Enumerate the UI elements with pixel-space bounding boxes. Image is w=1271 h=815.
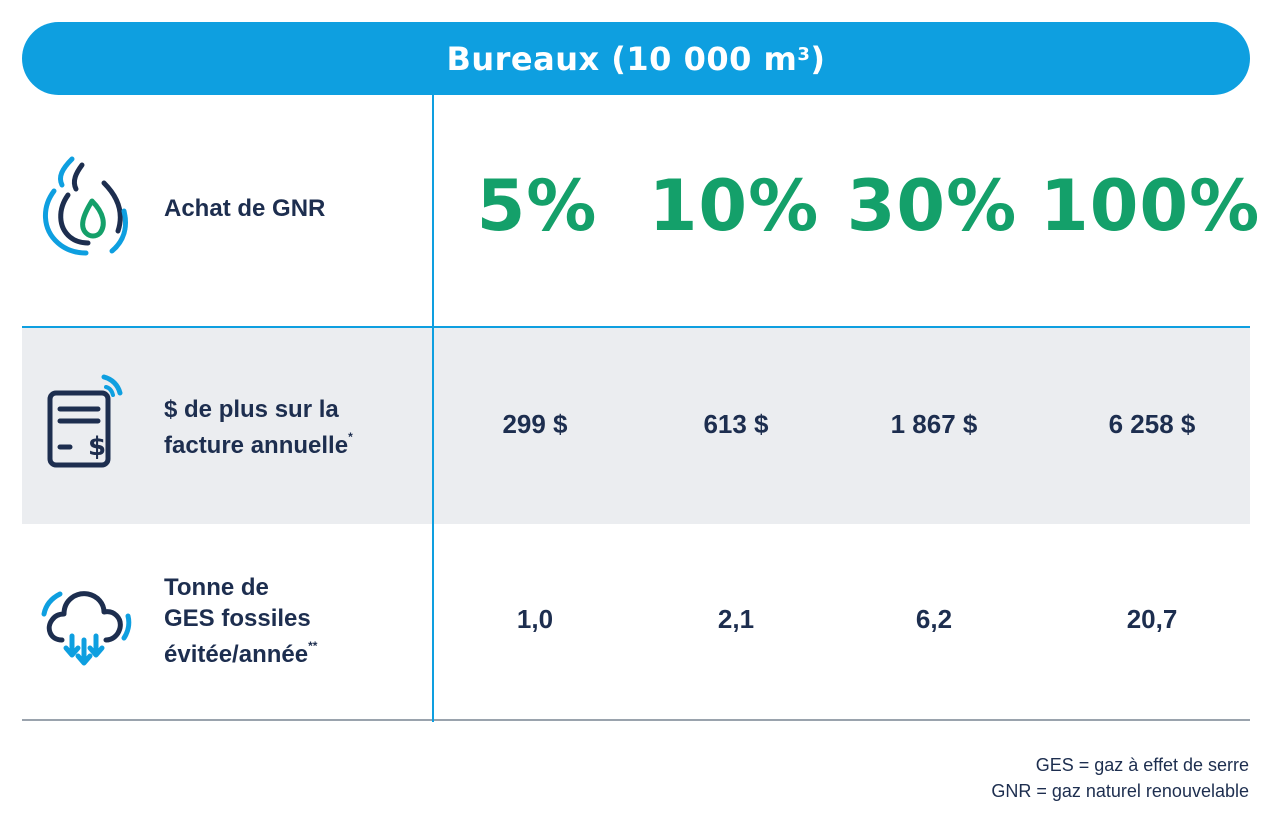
- value-cell: 2,1: [717, 604, 755, 634]
- pct-cell: 5%: [476, 165, 598, 247]
- table-bottom-rule: [22, 719, 1250, 721]
- row-label-bill-line2: facture annuelle: [164, 432, 349, 459]
- svg-text:$: $: [88, 432, 106, 462]
- title-suffix: ): [810, 39, 826, 78]
- value-cell: 6,2: [915, 604, 953, 634]
- pct-cell: 100%: [1040, 165, 1261, 247]
- value-cell: 20,7: [1126, 604, 1178, 634]
- column-divider: [432, 95, 434, 722]
- row-label-bill: $ de plus sur la facture annuelle*: [164, 394, 353, 461]
- legend-line-gnr: GNR = gaz naturel renouvelable: [991, 781, 1249, 801]
- row-label-bill-line1: $ de plus sur la: [164, 396, 339, 423]
- pct-cell: 30%: [846, 165, 1018, 247]
- row-label-ghg-line3: évitée/année: [164, 641, 309, 668]
- legend-line-ges: GES = gaz à effet de serre: [1035, 755, 1249, 775]
- row-label-gnr-line1: Achat de GNR: [164, 195, 326, 222]
- row-label-ghg: Tonne de GES fossiles évitée/année**: [164, 572, 317, 670]
- value-cell: 6 258 $: [1108, 409, 1196, 439]
- row-gnr-purchase: Achat de GNR 5% 10% 30% 100%: [22, 95, 1259, 327]
- comparison-table: Achat de GNR 5% 10% 30% 100% $ $ de plus…: [22, 95, 1259, 722]
- row-label-ghg-line2: GES fossiles: [164, 605, 311, 632]
- gas-flame-icon: [43, 156, 128, 256]
- value-cell: 299 $: [502, 409, 568, 439]
- row-annual-bill: $ $ de plus sur la facture annuelle* 299…: [22, 327, 1250, 524]
- value-cell: 1 867 $: [890, 409, 978, 439]
- pct-cell: 10%: [648, 165, 820, 247]
- row-ghg-avoided: Tonne de GES fossiles évitée/année** 1,0…: [22, 524, 1250, 720]
- footnote-mark: *: [348, 430, 353, 444]
- invoice-dollar-icon: $: [47, 374, 123, 468]
- cloud-download-icon: [41, 591, 132, 666]
- title-superscript: 3: [797, 44, 811, 65]
- legend: GES = gaz à effet de serre GNR = gaz nat…: [991, 752, 1249, 804]
- footnote-mark: **: [308, 639, 318, 653]
- row-label-gnr: Achat de GNR: [164, 193, 325, 224]
- title-banner: Bureaux (10 000 m 3): [22, 22, 1250, 95]
- value-cell: 613 $: [703, 409, 769, 439]
- value-cell: 1,0: [516, 604, 554, 634]
- row-label-ghg-line1: Tonne de: [164, 574, 269, 601]
- title-text: Bureaux (10 000 m: [446, 39, 798, 78]
- row-divider: [22, 326, 1250, 328]
